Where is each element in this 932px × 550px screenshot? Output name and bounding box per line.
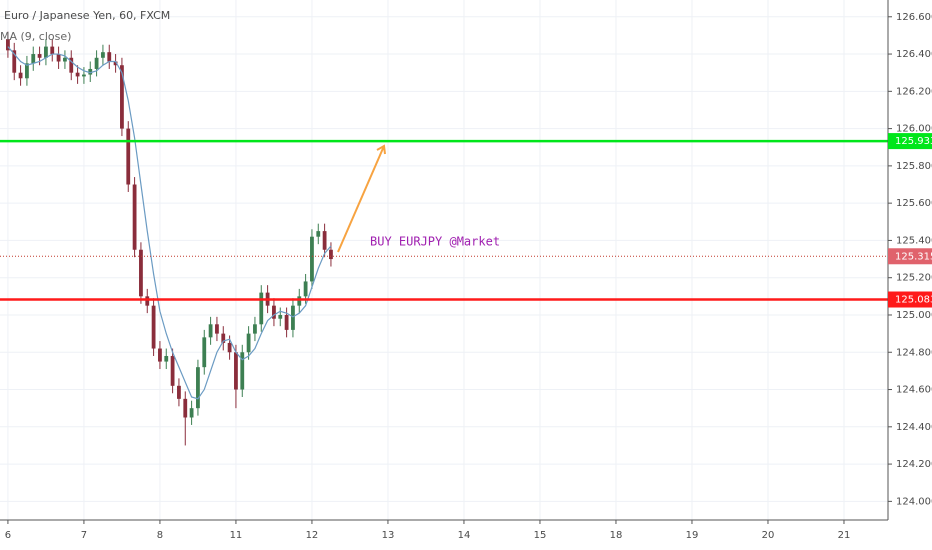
x-tick-label: 7 xyxy=(81,530,87,541)
candle-body xyxy=(120,65,124,129)
candle-body xyxy=(56,54,61,62)
chart-title: Euro / Japanese Yen, 60, FXCM xyxy=(4,9,170,22)
arrow-head xyxy=(376,144,386,155)
candle-body xyxy=(189,408,194,418)
candle-body xyxy=(88,68,93,75)
candle-body xyxy=(113,61,118,66)
candle-body xyxy=(50,46,55,55)
x-tick-label: 19 xyxy=(686,530,699,541)
x-tick-label: 15 xyxy=(534,530,547,541)
ma-line xyxy=(7,46,332,400)
y-tick-label: 126.000 xyxy=(896,124,932,135)
candle-body xyxy=(196,367,200,409)
x-tick-label: 20 xyxy=(762,530,775,541)
candle-body xyxy=(221,333,226,343)
y-tick-label: 126.200 xyxy=(896,86,932,97)
candle-body xyxy=(234,352,238,390)
candle-body xyxy=(253,324,257,334)
candle-body xyxy=(126,128,131,185)
candle-body xyxy=(215,324,219,334)
candle-body xyxy=(227,342,232,353)
x-tick-label: 18 xyxy=(610,530,623,541)
candle-body xyxy=(322,231,327,250)
x-tick-label: 21 xyxy=(838,530,851,541)
candle-body xyxy=(151,305,156,349)
candle-body xyxy=(240,352,245,390)
y-tick-label: 124.200 xyxy=(896,459,932,470)
level-label: 125.315 xyxy=(895,251,932,262)
x-tick-label: 12 xyxy=(306,530,319,541)
y-tick-label: 124.400 xyxy=(896,422,932,433)
candle-body xyxy=(316,231,321,237)
candle-body xyxy=(202,337,207,368)
level-label-box xyxy=(888,248,932,265)
y-tick-label: 126.400 xyxy=(896,49,932,60)
candle-body xyxy=(25,63,29,79)
candle-body xyxy=(12,50,17,73)
candle-body xyxy=(132,184,137,250)
candle-body xyxy=(177,385,181,399)
plot xyxy=(0,31,888,446)
x-tick-label: 6 xyxy=(5,530,11,541)
y-tick-label: 124.800 xyxy=(896,347,932,358)
candle-body xyxy=(145,296,150,306)
candle-body xyxy=(297,296,302,306)
level-label: 125.933 xyxy=(895,136,932,147)
candle-body xyxy=(278,314,283,319)
candle-body xyxy=(164,355,169,362)
level-label: 125.083 xyxy=(895,295,932,306)
candle-body xyxy=(101,52,105,58)
ma-legend: MA (9, close) xyxy=(0,30,71,43)
candle-body xyxy=(291,305,295,330)
candle-body xyxy=(158,348,162,362)
candle-body xyxy=(94,57,99,69)
candle-body xyxy=(44,46,48,58)
candle-body xyxy=(82,74,86,77)
candle-body xyxy=(272,305,276,319)
x-tick-label: 8 xyxy=(157,530,163,541)
candle-body xyxy=(329,249,333,260)
price-axis xyxy=(888,0,932,550)
axes: 124.000 124.200 124.400 124.600 124.800 125.0… xyxy=(5,12,932,541)
arrow xyxy=(337,145,385,253)
y-tick-label: 125.400 xyxy=(896,235,932,246)
x-tick-label: 11 xyxy=(230,530,243,541)
y-tick-label: 125.800 xyxy=(896,161,932,172)
candle-body xyxy=(170,355,175,386)
candle-body xyxy=(259,292,264,325)
candle-body xyxy=(31,54,36,64)
candle-body xyxy=(37,54,42,58)
y-tick-label: 124.000 xyxy=(896,496,932,507)
level-label-box xyxy=(888,291,932,308)
grid xyxy=(0,0,888,520)
candle-body xyxy=(75,72,80,77)
candle-body xyxy=(208,324,213,338)
y-tick-label: 125.600 xyxy=(896,198,932,209)
level-label-box xyxy=(888,133,932,150)
time-axis xyxy=(0,520,888,550)
annotation: BUY EURJPY @Market xyxy=(370,235,500,249)
y-tick-label: 125.000 xyxy=(896,310,932,321)
y-tick-label: 125.200 xyxy=(896,273,932,284)
candle-body xyxy=(139,249,143,297)
candle-body xyxy=(246,333,251,353)
candle-body xyxy=(63,57,67,62)
candle-body xyxy=(303,281,308,297)
candle-body xyxy=(284,314,289,330)
x-tick-label: 14 xyxy=(458,530,471,541)
candle-body xyxy=(6,39,10,51)
candle-body xyxy=(107,52,112,62)
candle-body xyxy=(18,72,23,79)
y-tick-label: 124.600 xyxy=(896,385,932,396)
y-tick-label: 126.600 xyxy=(896,12,932,23)
candle-body xyxy=(69,57,74,73)
candle-body xyxy=(183,398,188,418)
candle-body xyxy=(310,236,314,282)
x-tick-label: 13 xyxy=(382,530,395,541)
